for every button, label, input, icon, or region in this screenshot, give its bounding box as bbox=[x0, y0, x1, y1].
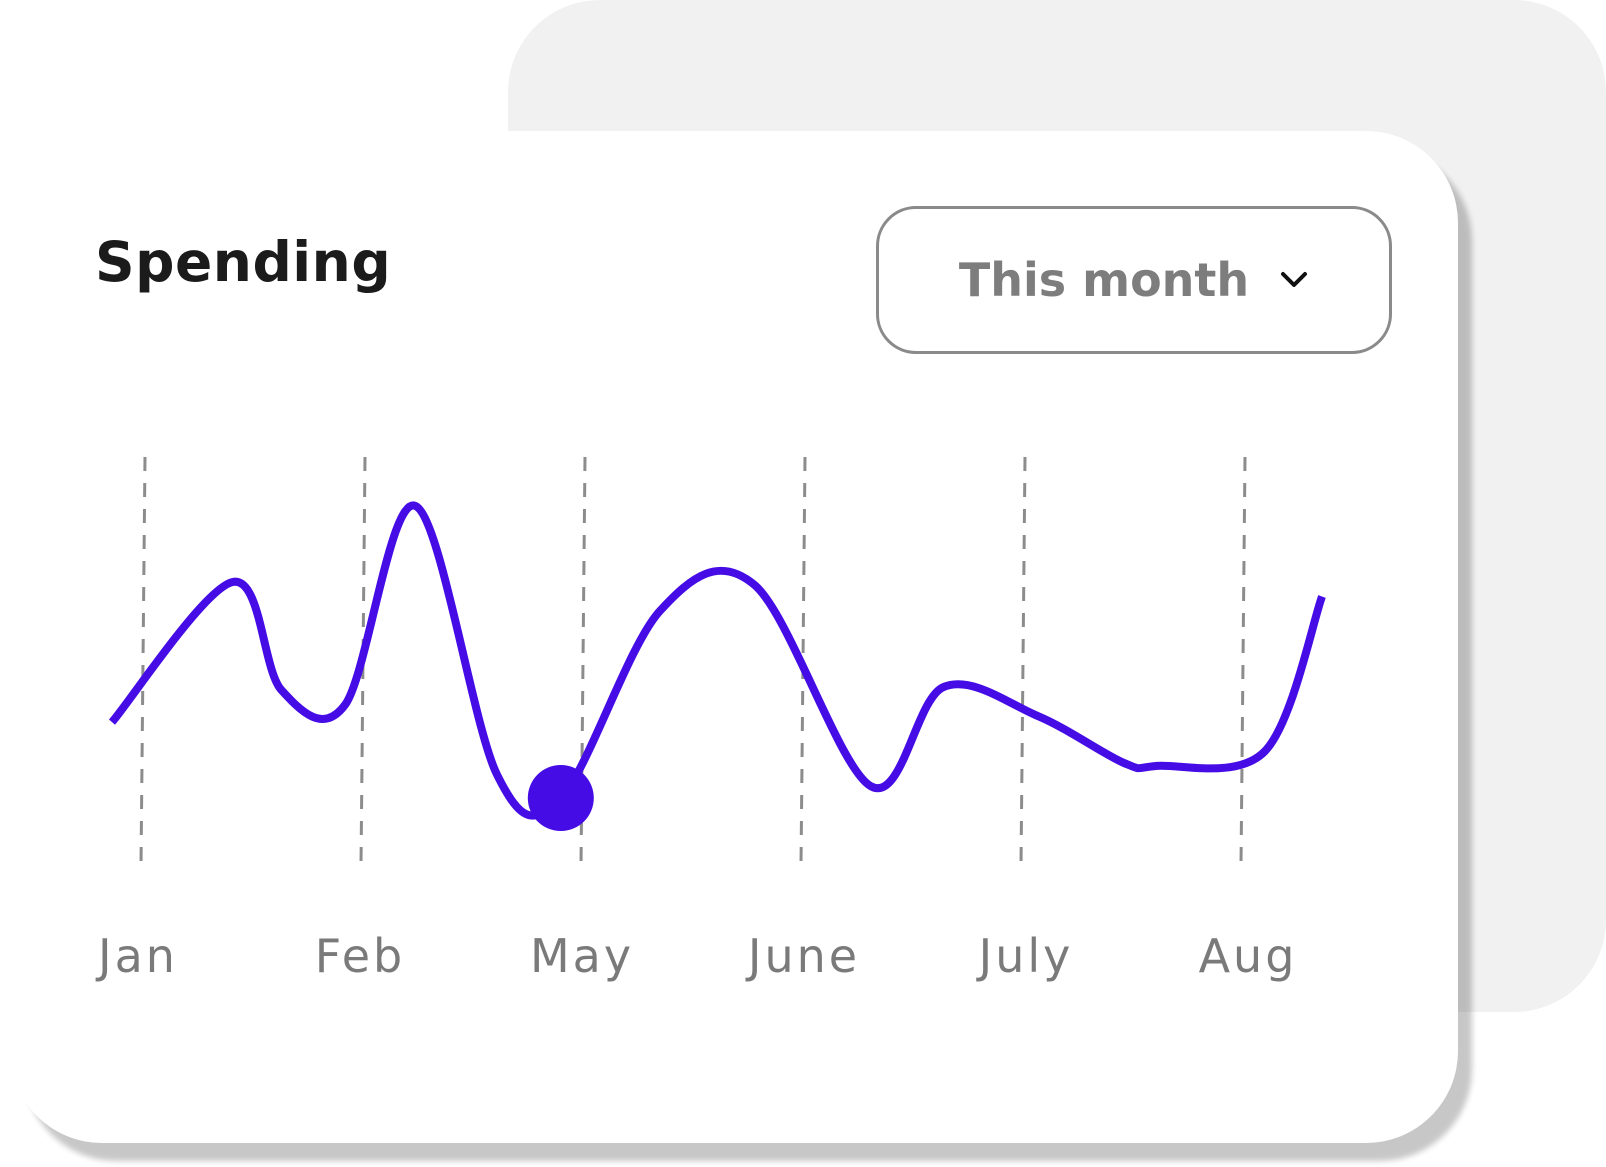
period-dropdown[interactable]: This month bbox=[876, 206, 1392, 354]
guide-line-jan bbox=[139, 456, 147, 866]
x-tick-label-may: May bbox=[530, 929, 634, 983]
x-tick-label-feb: Feb bbox=[315, 929, 405, 983]
guide-line-june bbox=[799, 456, 807, 866]
period-dropdown-value: This month bbox=[958, 253, 1250, 307]
x-tick-label-aug: Aug bbox=[1199, 929, 1298, 983]
card-title: Spending bbox=[95, 230, 392, 294]
guide-line-aug bbox=[1239, 456, 1247, 866]
highlighted-data-point[interactable] bbox=[527, 765, 594, 831]
x-tick-label-june: June bbox=[745, 929, 860, 983]
x-tick-label-july: July bbox=[976, 929, 1074, 983]
guide-line-feb bbox=[359, 456, 367, 866]
chevron-down-icon bbox=[1279, 270, 1309, 290]
spending-series-line bbox=[108, 501, 1326, 820]
guide-line-july bbox=[1019, 456, 1027, 866]
x-tick-label-jan: Jan bbox=[95, 929, 178, 983]
